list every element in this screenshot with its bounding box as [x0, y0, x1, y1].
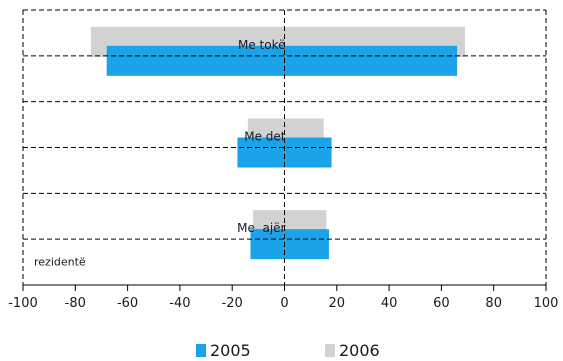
bar-2005-pos-1	[284, 137, 332, 168]
bar-chart: -100 -80 -60 -40 -20 0 20 40 60 80 100 Me tokë Me de…	[8, 9, 559, 311]
bar-2005-neg-2	[250, 229, 285, 260]
category-label: Me det	[244, 130, 286, 144]
x-tick-label: -100	[8, 296, 38, 311]
x-tick-label: 60	[433, 296, 450, 311]
legend-item-2006: 2006	[325, 341, 380, 360]
x-tick-label: 40	[381, 296, 398, 311]
bar-2005-pos-0	[284, 45, 458, 76]
note-label: rezidentë	[34, 255, 86, 268]
legend-swatch-2006	[325, 344, 335, 357]
bar-2005-neg-0	[106, 45, 285, 76]
x-tick-label: -20	[222, 296, 243, 311]
x-tick-label: -40	[169, 296, 190, 311]
category-label: Me ajër	[237, 221, 285, 235]
bar-2005-neg-1	[237, 137, 285, 168]
x-tick-label: 0	[280, 296, 288, 311]
x-tick-label: -80	[65, 296, 86, 311]
bar-2005-pos-2	[284, 229, 329, 260]
chart-legend: 2005 2006	[0, 339, 563, 361]
legend-label-2006: 2006	[339, 341, 380, 360]
x-tick-label: 100	[534, 296, 559, 311]
legend-swatch-2005	[196, 344, 206, 357]
legend-item-2005: 2005	[196, 341, 251, 360]
x-tick-label: -60	[117, 296, 138, 311]
x-tick-label: 20	[329, 296, 346, 311]
legend-label-2005: 2005	[210, 341, 251, 360]
category-label: Me tokë	[238, 38, 286, 52]
x-tick-label: 80	[485, 296, 502, 311]
